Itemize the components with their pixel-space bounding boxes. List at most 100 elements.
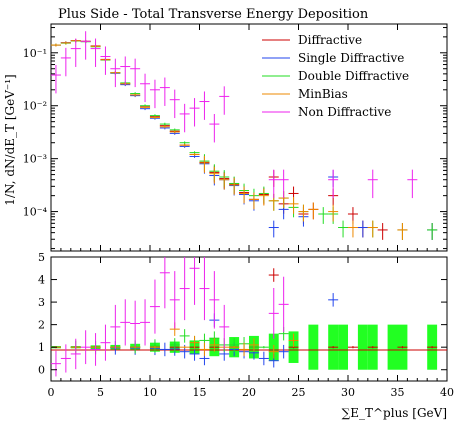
y-axis-label: 1/N, dN/dE_T [GeV⁻¹] (3, 74, 17, 205)
ratio-point-single-diffractive-6 (159, 342, 170, 357)
point-single-diffractive-25 (357, 220, 368, 238)
point-minbias-9 (140, 106, 151, 109)
x-tick-label-5: 25 (292, 386, 306, 399)
ratio-point-minbias-14 (248, 338, 259, 352)
ratio-point-double-diffractive-6 (169, 338, 180, 352)
point-minbias-19 (239, 186, 250, 204)
ratio-series-minbias (50, 322, 299, 359)
point-double-diffractive-13 (179, 141, 190, 145)
point-minbias-13 (179, 143, 190, 147)
point-non-diffractive-21 (367, 169, 378, 199)
ratio-y-tick-label-4: 4 (38, 274, 45, 287)
point-non-diffractive-11 (159, 77, 170, 106)
ratio-point-non-diffractive-4 (90, 333, 101, 366)
point-non-diffractive-0 (50, 64, 61, 94)
point-non-diffractive-13 (179, 103, 190, 133)
point-minbias-20 (248, 192, 259, 210)
ratio-point-non-diffractive-6 (110, 304, 121, 349)
ratio-y-tick-label-3: 3 (38, 296, 45, 309)
point-non-diffractive-22 (407, 169, 418, 199)
point-non-diffractive-10 (149, 79, 160, 109)
x-axis-label: ∑E_T^plus [GeV] (342, 406, 447, 420)
legend-label-double-diffractive: Double Diffractive (298, 69, 409, 83)
ratio-point-non-diffractive-18 (268, 288, 279, 339)
ratio-point-non-diffractive-12 (169, 271, 180, 329)
point-non-diffractive-19 (278, 169, 289, 199)
legend-label-single-diffractive: Single Diffractive (298, 51, 404, 65)
main-y-tick-label-3: 10⁻⁴ (23, 206, 48, 219)
legend-item-minbias: MinBias (262, 87, 348, 101)
ratio-y-tick-label-2: 2 (38, 319, 45, 332)
point-non-diffractive-1 (60, 47, 71, 77)
legend: Diffractive Single Diffractive Double Di… (262, 33, 409, 119)
ratio-point-diffractive-13 (328, 346, 339, 349)
point-non-diffractive-12 (169, 89, 180, 119)
legend-label-minbias: MinBias (298, 87, 348, 101)
point-minbias-8 (130, 93, 141, 97)
ratio-point-non-diffractive-14 (189, 257, 200, 305)
point-minbias-0 (50, 43, 61, 47)
ratio-point-diffractive-17 (427, 346, 438, 349)
main-y-tick-label-0: 10⁻¹ (23, 47, 47, 60)
main-y-tick-label-1: 10⁻² (23, 100, 47, 113)
ratio-band-bin-15 (338, 324, 348, 370)
ratio-plot-marks (50, 257, 438, 377)
ratio-point-single-diffractive-18 (278, 344, 289, 359)
point-non-diffractive-18 (268, 169, 279, 199)
point-minbias-10 (149, 116, 160, 119)
ratio-series-non-diffractive (50, 257, 289, 377)
legend-item-double-diffractive: Double Diffractive (262, 69, 409, 83)
ratio-point-non-diffractive-8 (130, 300, 141, 347)
ratio-y-tick-label-1: 1 (38, 341, 45, 354)
ratio-point-double-diffractive-15 (258, 346, 269, 349)
ratio-point-non-diffractive-16 (209, 271, 220, 329)
ratio-point-non-diffractive-3 (80, 330, 91, 365)
ratio-point-non-diffractive-9 (140, 299, 151, 346)
ratio-point-non-diffractive-11 (159, 257, 170, 309)
legend-label-non-diffractive: Non Diffractive (298, 105, 391, 119)
ratio-point-non-diffractive-5 (100, 324, 111, 361)
ratio-point-minbias-16 (288, 333, 299, 348)
ratio-point-minbias-12 (229, 346, 240, 349)
legend-item-non-diffractive: Non Diffractive (262, 105, 391, 119)
point-minbias-27 (328, 204, 339, 222)
point-diffractive-30 (377, 223, 388, 240)
point-minbias-14 (189, 153, 200, 156)
ratio-y-tick-label-0: 0 (38, 364, 45, 377)
ratio-point-minbias-8 (189, 335, 200, 350)
ratio-point-diffractive-14 (347, 346, 358, 349)
ratio-point-minbias-9 (199, 342, 210, 357)
main-y-tick-label-2: 10⁻³ (23, 153, 47, 166)
point-double-diffractive-31 (427, 223, 438, 240)
series-non-diffractive (50, 31, 418, 199)
ratio-point-non-diffractive-10 (149, 279, 160, 334)
point-non-diffractive-4 (90, 38, 101, 67)
ratio-band-bin-18 (387, 324, 398, 370)
x-tick-label-0: 0 (48, 386, 55, 399)
ratio-point-non-diffractive-13 (179, 257, 190, 321)
point-double-diffractive-11 (159, 122, 170, 126)
legend-item-single-diffractive: Single Diffractive (262, 51, 404, 65)
ratio-point-non-diffractive-19 (278, 276, 289, 332)
point-minbias-18 (229, 177, 240, 195)
ratio-band-bin-16 (357, 324, 368, 370)
point-non-diffractive-20 (328, 169, 339, 199)
point-non-diffractive-6 (110, 58, 121, 88)
point-minbias-21 (258, 188, 269, 206)
point-non-diffractive-9 (140, 73, 151, 103)
point-minbias-1 (60, 41, 71, 45)
ratio-point-non-diffractive-17 (219, 304, 230, 349)
ratio-point-non-diffractive-1 (60, 344, 71, 373)
legend-item-diffractive: Diffractive (262, 33, 362, 47)
x-tick-label-6: 30 (341, 386, 355, 399)
x-tick-label-1: 5 (97, 386, 104, 399)
x-tick-label-7: 35 (391, 386, 405, 399)
point-double-diffractive-26 (318, 207, 329, 224)
ratio-point-single-diffractive-16 (258, 351, 269, 366)
ratio-point-minbias-15 (268, 344, 279, 359)
point-non-diffractive-14 (189, 98, 200, 127)
point-minbias-25 (298, 204, 309, 222)
ratio-point-minbias-4 (130, 346, 141, 349)
x-tick-label-4: 20 (242, 386, 256, 399)
